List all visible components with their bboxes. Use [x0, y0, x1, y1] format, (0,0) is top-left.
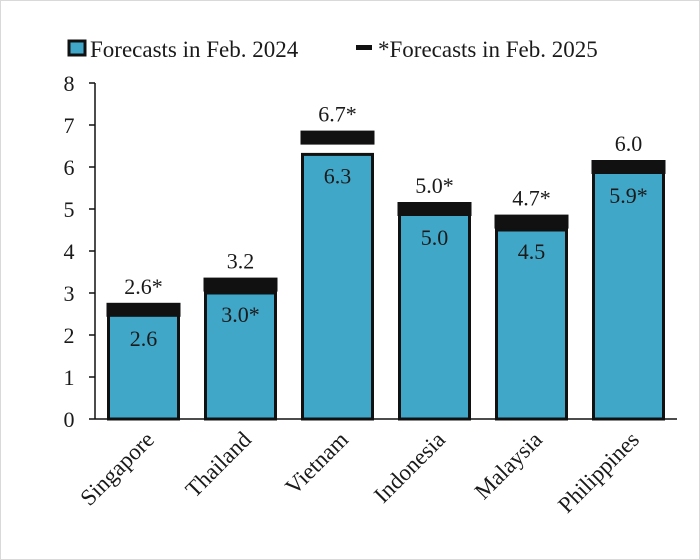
bar-label-singapore: 2.6 [130, 326, 158, 351]
marker-label-malaysia: 4.7* [512, 186, 551, 211]
x-axis: Singapore Thailand Vietnam Indonesia Malaysi… [75, 418, 677, 518]
y-axis: 0 1 2 3 4 5 6 7 8 [64, 71, 96, 432]
marker-label-singapore: 2.6* [124, 274, 163, 299]
y-tick-label-7: 7 [64, 113, 75, 138]
marker-label-thailand: 3.2 [227, 249, 255, 274]
forecast-markers-layer [106, 130, 666, 317]
marker-label-indonesia: 5.0* [415, 173, 454, 198]
bar-label-vietnam: 6.3 [324, 163, 352, 188]
legend-label-2025: *Forecasts in Feb. 2025 [378, 37, 598, 62]
x-tick-label-malaysia: Malaysia [470, 427, 547, 504]
marker-malaysia [494, 214, 569, 229]
x-tick-label-singapore: Singapore [75, 427, 159, 511]
chart-legend: Forecasts in Feb. 2024 *Forecasts in Feb… [67, 37, 598, 62]
y-tick-label-0: 0 [64, 407, 75, 432]
legend-label-2024: Forecasts in Feb. 2024 [90, 37, 299, 62]
bar-value-labels: 2.6 3.0* 6.3 5.0 4.5 5.9* [130, 163, 648, 350]
bar-label-thailand: 3.0* [221, 302, 260, 327]
x-tick-label-vietnam: Vietnam [280, 427, 353, 500]
x-tick-label-indonesia: Indonesia [369, 427, 450, 508]
marker-thailand [203, 277, 278, 292]
bar-vietnam [301, 152, 374, 421]
y-tick-label-3: 3 [64, 281, 75, 306]
y-tick-label-8: 8 [64, 71, 75, 96]
bar-philippines [592, 169, 665, 421]
marker-indonesia [397, 202, 472, 216]
marker-label-philippines: 6.0 [615, 131, 643, 156]
bar-malaysia [495, 228, 568, 421]
bar-label-philippines: 5.9* [609, 183, 648, 208]
x-tick-label-philippines: Philippines [553, 427, 644, 518]
bars-layer [107, 152, 665, 421]
y-tick-label-6: 6 [64, 155, 75, 180]
marker-philippines [591, 160, 666, 174]
bar-label-indonesia: 5.0 [421, 225, 449, 250]
marker-singapore [106, 302, 181, 317]
marker-value-labels: 2.6* 3.2 6.7* 5.0* 4.7* 6.0 [124, 102, 642, 299]
x-tick-label-thailand: Thailand [181, 427, 257, 503]
y-tick-label-5: 5 [64, 197, 75, 222]
legend-swatch-2025 [356, 45, 372, 50]
y-tick-label-4: 4 [64, 239, 75, 264]
legend-swatch-2024 [67, 39, 87, 57]
marker-vietnam [300, 130, 375, 145]
y-tick-label-2: 2 [64, 323, 75, 348]
bar-label-malaysia: 4.5 [518, 239, 546, 264]
y-tick-label-1: 1 [64, 365, 75, 390]
marker-label-vietnam: 6.7* [318, 102, 357, 127]
bar-indonesia [398, 207, 471, 421]
